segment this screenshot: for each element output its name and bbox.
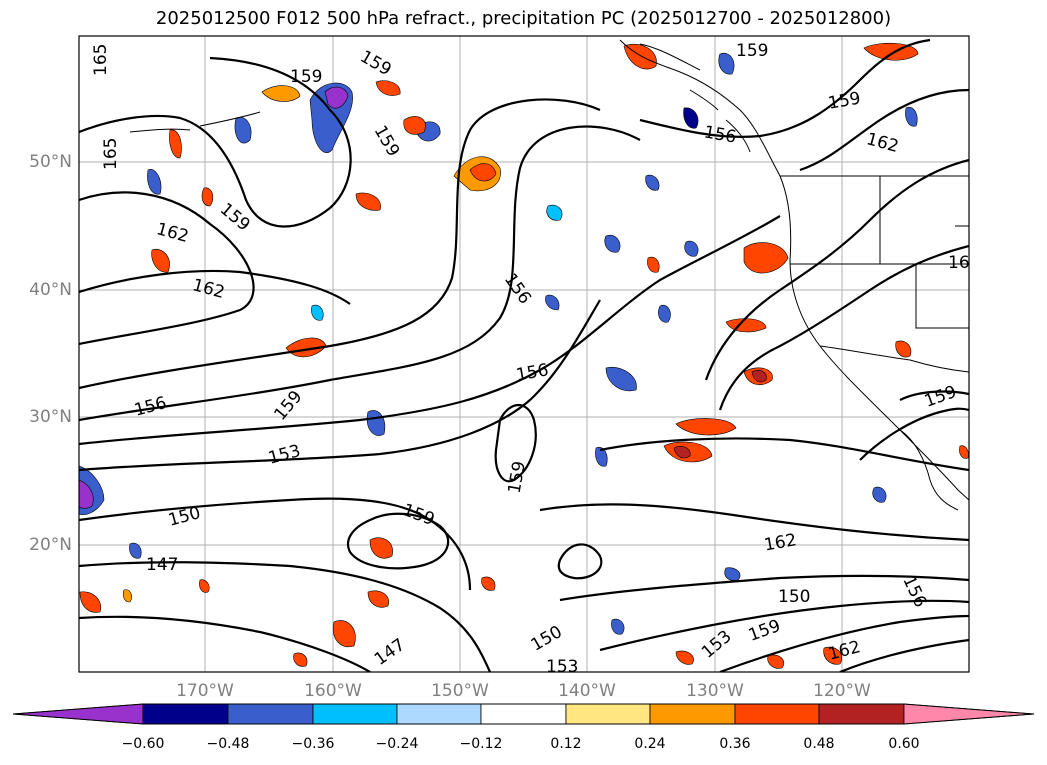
map-title: 2025012500 F012 500 hPa refract., precip… — [155, 8, 892, 29]
colorbar-tick-label: 0.24 — [634, 736, 666, 752]
contour-label: 159 — [736, 41, 768, 61]
lat-label: 30°N — [29, 407, 72, 427]
contour-label: 147 — [146, 555, 178, 575]
contour-label: 153 — [546, 657, 578, 677]
colorbar-extend-high — [903, 703, 1035, 725]
contour-label: 165 — [101, 138, 121, 170]
lat-label: 50°N — [29, 152, 72, 172]
colorbar-tick-label: −0.48 — [206, 736, 250, 752]
colorbar-tick-label: −0.60 — [121, 736, 165, 752]
graticule — [79, 36, 969, 672]
colorbar-tick-label: −0.24 — [375, 736, 419, 752]
lon-label: 150°W — [431, 681, 489, 701]
contour-label: 159 — [290, 67, 322, 87]
lon-label: 170°W — [176, 681, 234, 701]
colorbar-tick-label: 0.48 — [803, 736, 835, 752]
colorbar-tick-label: −0.36 — [291, 736, 335, 752]
precip-shading — [79, 42, 969, 669]
plot-frame — [78, 35, 970, 673]
contour-label: 165 — [91, 44, 111, 76]
map-plot-area: 165 165 159 159 159 159 159 162 162 159 … — [79, 36, 980, 677]
colorbar-tick-label: 0.60 — [888, 736, 920, 752]
colorbar-tick-label: 0.36 — [719, 736, 751, 752]
lon-label: 140°W — [558, 681, 616, 701]
colorbar-tick-label: −0.12 — [459, 736, 503, 752]
lon-label: 160°W — [304, 681, 362, 701]
contour-label: 150 — [778, 587, 810, 607]
lat-label: 20°N — [29, 535, 72, 555]
lon-label: 120°W — [813, 681, 871, 701]
colorbar-extend-low — [12, 703, 144, 725]
contour-label: 162 — [948, 253, 980, 273]
coastlines — [129, 39, 969, 511]
lat-label: 40°N — [29, 280, 72, 300]
lon-label: 130°W — [686, 681, 744, 701]
colorbar — [12, 703, 1035, 725]
colorbar-tick-label: 0.12 — [550, 736, 582, 752]
